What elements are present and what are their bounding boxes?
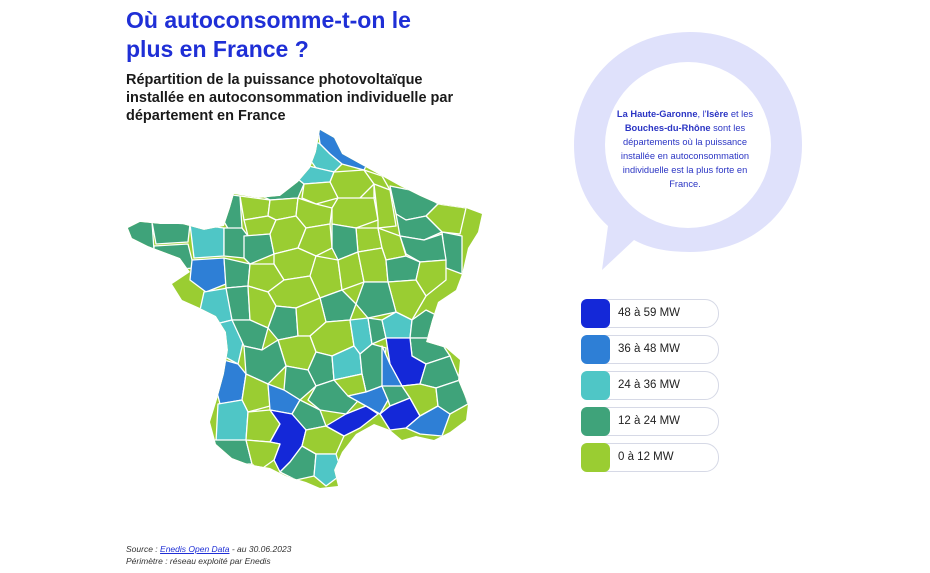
legend-label: 12 à 24 MW [618,415,680,427]
source-prefix: Source : [126,544,161,554]
department-lot-garonne [241,373,271,413]
legend-swatch [581,371,610,400]
legend-label: 24 à 36 MW [618,379,680,391]
legend-item: 12 à 24 MW [581,407,719,436]
callout-part-6: sont les départements où la puissance in… [620,123,750,189]
department-hautes-pyrenees [245,439,281,471]
department-sarthe [243,233,275,265]
department-loire-atlantique [189,257,227,293]
department-seine-maritime [257,175,305,201]
source-suffix: - au 30.06.2023 [229,544,292,554]
legend-item: 24 à 36 MW [581,371,719,400]
department-oise [301,181,339,205]
callout-part-4: et les [728,109,754,119]
source-line: Source : Enedis Open Data - au 30.06.202… [126,543,291,555]
page-subtitle: Répartition de la puissance photovoltaïq… [126,72,454,124]
department-landes [215,399,249,443]
perimeter-line: Périmètre : réseau exploité par Enedis [126,556,271,566]
legend-item: 48 à 59 MW [581,299,719,328]
callout-bold-2: Isère [706,109,729,119]
department-saone-loire [355,281,397,319]
legend-swatch [581,407,610,436]
department-haute-saone [385,255,421,283]
callout-text: La Haute-Garonne, l'Isère et les Bouches… [612,107,758,191]
department-lot [283,365,317,401]
department-cotes-armor [151,221,191,245]
legend-label: 48 à 59 MW [618,307,680,319]
source-note: Source : Enedis Open Data - au 30.06.202… [126,543,291,567]
map-legend: 48 à 59 MW 36 à 48 MW 24 à 36 MW 12 à 24… [581,299,719,479]
department-alpes-maritimes [435,379,469,415]
page-title: Où autoconsomme-t-on le plus en France ? [126,7,411,62]
callout-part-2: , l' [697,109,707,119]
department-herault [325,405,379,437]
department-meuse [373,183,397,229]
department-pyrenees-atlantiques [211,439,253,465]
source-link[interactable]: Enedis Open Data [160,544,230,554]
callout-bubble [574,32,802,270]
callout-bold-1: La Haute-Garonne [616,109,698,119]
department-maine-loire [223,257,251,289]
legend-item: 36 à 48 MW [581,335,719,364]
department-charente [231,319,269,351]
legend-swatch [581,299,610,328]
legend-item: 0 à 12 MW [581,443,719,472]
department-morbihan [153,243,195,271]
legend-swatch [581,443,610,472]
callout-bold-3: Bouches-du-Rhône [624,123,711,133]
legend-label: 36 à 48 MW [618,343,680,355]
legend-label: 0 à 12 MW [618,451,674,463]
department-cote-or [357,247,389,283]
france-map [128,130,482,488]
legend-swatch [581,335,610,364]
department-finistere [128,219,155,251]
bubble-inner [605,62,771,228]
department-ille-vilaine [189,223,225,259]
